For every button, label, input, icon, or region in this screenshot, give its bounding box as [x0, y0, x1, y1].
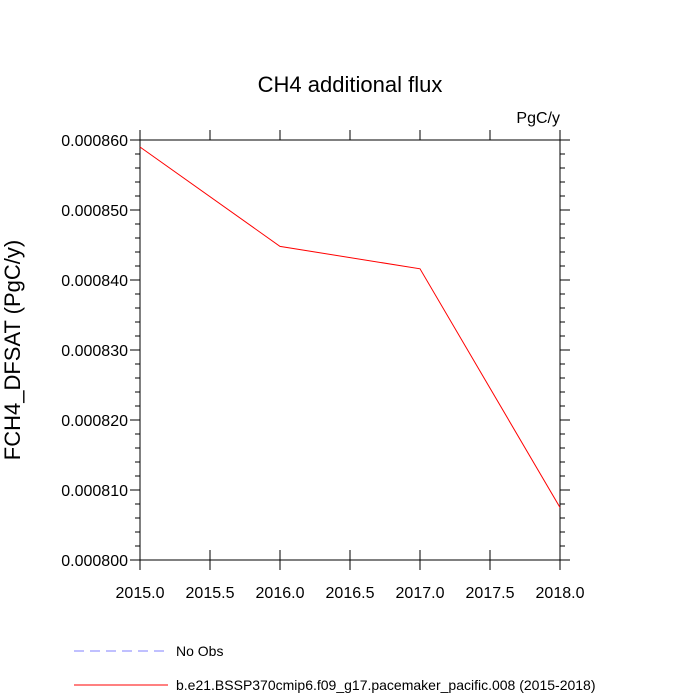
y-tick-label: 0.000850 [61, 203, 128, 220]
x-tick-label: 2017.0 [396, 585, 445, 602]
x-tick-label: 2015.5 [186, 585, 235, 602]
legend: No Obs b.e21.BSSP370cmip6.f09_g17.pacemak… [74, 643, 596, 693]
y-tick-label: 0.000840 [61, 273, 128, 290]
y-tick-label: 0.000810 [61, 483, 128, 500]
y-tick-label: 0.000830 [61, 343, 128, 360]
x-tick-label: 2016.0 [256, 585, 305, 602]
x-tick-label: 2018.0 [536, 585, 585, 602]
y-tick-label: 0.000800 [61, 553, 128, 570]
chart-title: CH4 additional flux [258, 72, 443, 97]
series-line [139, 146, 561, 508]
axis-ticks: 2015.0 2015.5 2016.0 2016.5 2017.0 2017.5 2018… [61, 130, 585, 602]
series-layer [139, 146, 561, 508]
x-tick-label: 2016.5 [326, 585, 375, 602]
legend-label: b.e21.BSSP370cmip6.f09_g17.pacemaker_pac… [176, 677, 596, 693]
units-label: PgC/y [516, 110, 560, 127]
x-tick-label: 2015.0 [116, 585, 165, 602]
plot-frame [139, 139, 561, 561]
y-axis-label: FCH4_DFSAT (PgC/y) [0, 240, 25, 460]
legend-label: No Obs [176, 643, 223, 659]
y-tick-label: 0.000820 [61, 413, 128, 430]
y-tick-label: 0.000860 [61, 133, 128, 150]
x-tick-label: 2017.5 [466, 585, 515, 602]
